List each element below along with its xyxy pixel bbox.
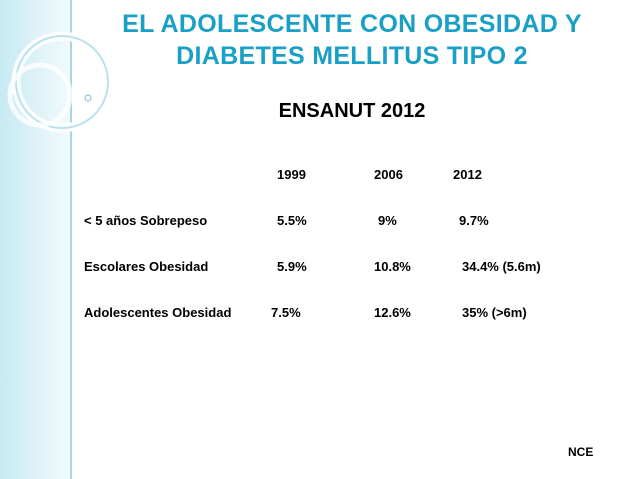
left-band-divider xyxy=(70,0,72,479)
title-line-1: EL ADOLESCENTE CON OBESIDAD Y xyxy=(122,10,582,38)
cell-value-1999: 5.5% xyxy=(277,213,307,228)
column-header-2012: 2012 xyxy=(453,167,482,182)
cell-value-2012: 9.7% xyxy=(459,213,489,228)
slide-title: EL ADOLESCENTE CON OBESIDAD Y DIABETES M… xyxy=(82,8,622,72)
decorative-circles xyxy=(7,31,113,133)
cell-value-2012: 34.4% (5.6m) xyxy=(462,259,541,274)
cell-value-2006: 9% xyxy=(378,213,397,228)
cell-value-2006: 12.6% xyxy=(374,305,411,320)
row-label: < 5 años Sobrepeso xyxy=(84,213,208,228)
row-label: Escolares Obesidad xyxy=(84,259,209,274)
cell-value-1999: 5.9% xyxy=(277,259,307,274)
slide-subtitle: ENSANUT 2012 xyxy=(278,100,426,122)
cell-value-2012: 35% (>6m) xyxy=(462,305,527,320)
column-header-2006: 2006 xyxy=(374,167,403,182)
cell-value-1999: 7.5% xyxy=(271,305,301,320)
column-header-1999: 1999 xyxy=(277,167,306,182)
footer-initials: NCE xyxy=(568,445,594,459)
title-line-2: DIABETES MELLITUS TIPO 2 xyxy=(176,42,528,70)
cell-value-2006: 10.8% xyxy=(374,259,411,274)
row-label: Adolescentes Obesidad xyxy=(84,305,232,320)
